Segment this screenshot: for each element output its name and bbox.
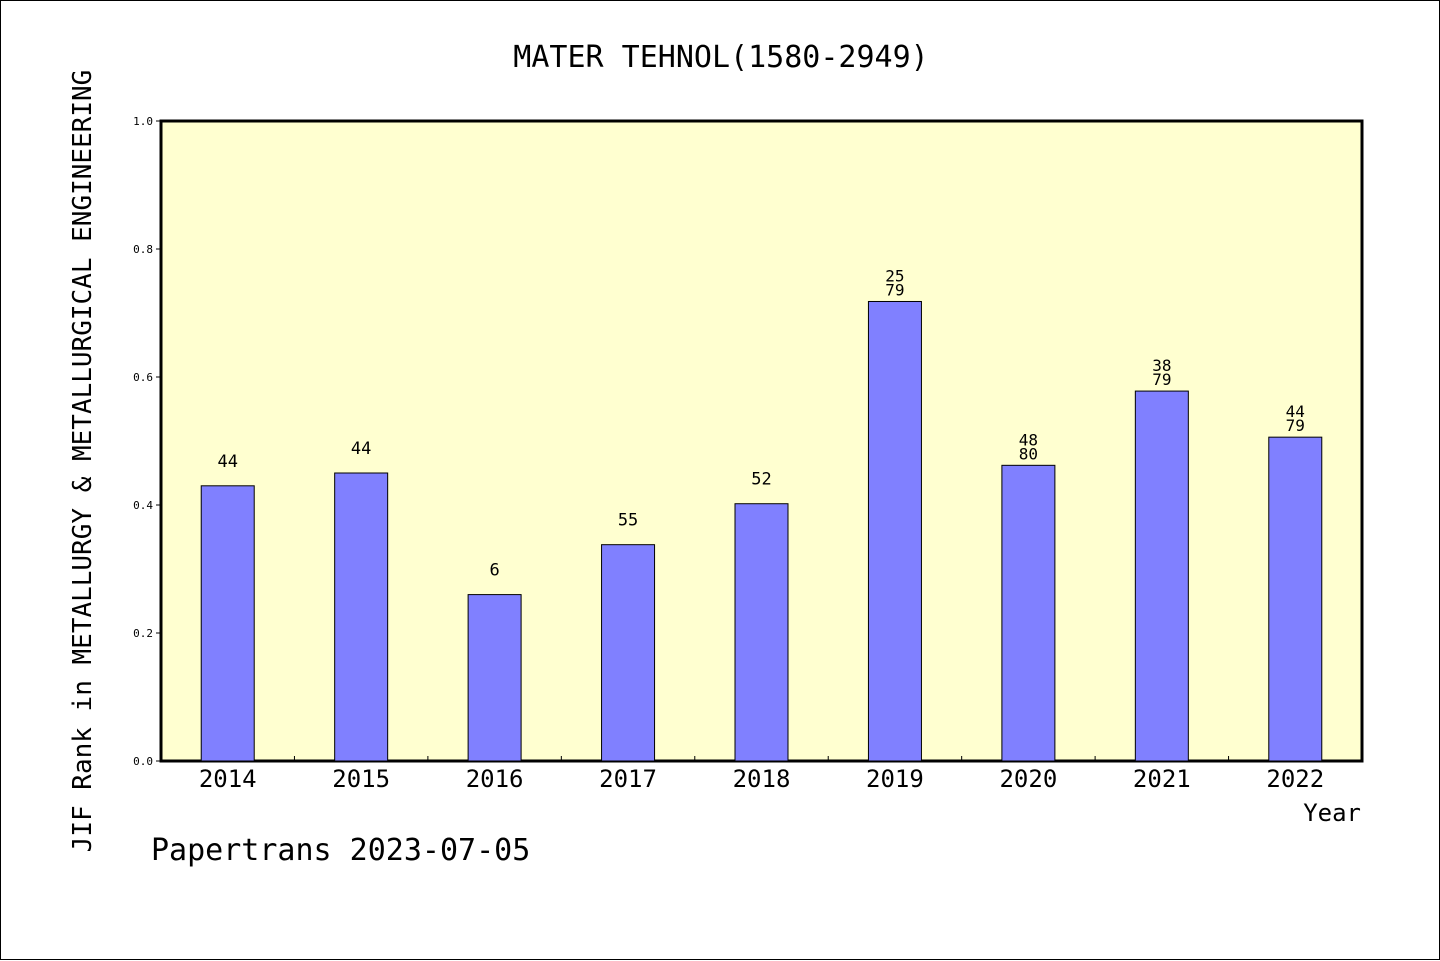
bar xyxy=(734,503,789,762)
bar-data-label: 25 xyxy=(885,266,904,285)
bar-data-label: 48 xyxy=(1019,430,1038,449)
bar-data-label: 79 xyxy=(885,280,904,299)
bar-data-label: 52 xyxy=(751,470,771,490)
bar-data-label: 44 xyxy=(351,439,371,459)
bar xyxy=(334,472,389,762)
bar xyxy=(1134,390,1189,762)
y-tick-label: 0.6 xyxy=(133,371,153,384)
chart-title: MATER TEHNOL(1580-2949) xyxy=(513,40,928,75)
bar xyxy=(867,300,922,762)
x-tick-label: 2020 xyxy=(999,765,1057,793)
x-tick-label: 2017 xyxy=(599,765,657,793)
x-tick-label: 2022 xyxy=(1266,765,1324,793)
bar-data-label: 38 xyxy=(1152,356,1171,375)
footer-credit: Papertrans 2023-07-05 xyxy=(151,833,531,868)
x-tick-label: 2018 xyxy=(733,765,791,793)
y-tick-label: 0.2 xyxy=(133,627,153,640)
bar-data-label: 6 xyxy=(489,561,499,581)
x-tick-label: 2019 xyxy=(866,765,924,793)
bar xyxy=(200,485,255,762)
bar-data-label: 79 xyxy=(1286,416,1305,435)
x-tick-label: 2016 xyxy=(466,765,524,793)
bar-data-label: 44 xyxy=(1286,402,1305,421)
bar-data-label: 80 xyxy=(1019,444,1038,463)
y-tick-label: 0.0 xyxy=(133,755,153,768)
bar xyxy=(1001,464,1056,762)
bar-data-label: 55 xyxy=(618,511,638,531)
y-tick-label: 1.0 xyxy=(133,115,153,128)
x-tick-label: 2014 xyxy=(199,765,257,793)
bar-data-label: 44 xyxy=(217,452,237,472)
y-axis-label: JIF Rank in METALLURGY & METALLURGICAL E… xyxy=(68,70,98,853)
x-tick-label: 2015 xyxy=(332,765,390,793)
y-tick-label: 0.8 xyxy=(133,243,153,256)
bar xyxy=(601,544,656,762)
x-axis-label: Year xyxy=(1303,799,1361,827)
x-tick-label: 2021 xyxy=(1133,765,1191,793)
bar-data-label: 79 xyxy=(1152,370,1171,389)
bar xyxy=(467,594,522,762)
y-tick-label: 0.4 xyxy=(133,499,153,512)
bar xyxy=(1268,436,1323,762)
